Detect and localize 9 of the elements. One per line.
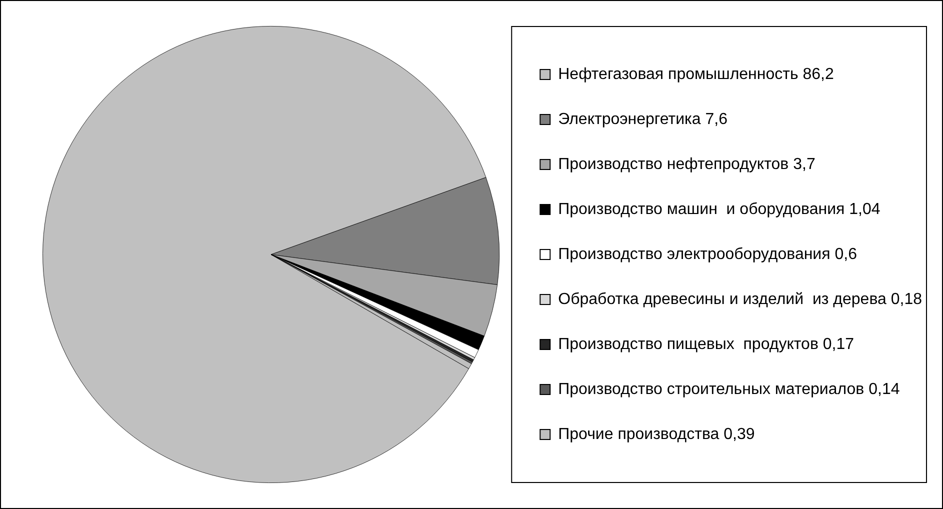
legend-label: Электроэнергетика 7,6 bbox=[558, 110, 728, 128]
legend-label: Производство электрооборудования 0,6 bbox=[558, 246, 858, 263]
legend-label: Производство машин и оборудования 1,04 bbox=[558, 200, 880, 218]
legend-label: Прочие производства 0,39 bbox=[558, 426, 755, 443]
legend-label: Производство нефтепродуктов 3,7 bbox=[558, 156, 816, 173]
legend-label: Производство строительных материалов 0,14 bbox=[558, 380, 900, 398]
legend-label: Производство пищевых продуктов 0,17 bbox=[558, 336, 854, 353]
legend-label: Нефтегазовая промышленность 86,2 bbox=[558, 66, 834, 83]
legend-label: Обработка древесины и изделий из дерева 0,18 bbox=[558, 290, 922, 308]
